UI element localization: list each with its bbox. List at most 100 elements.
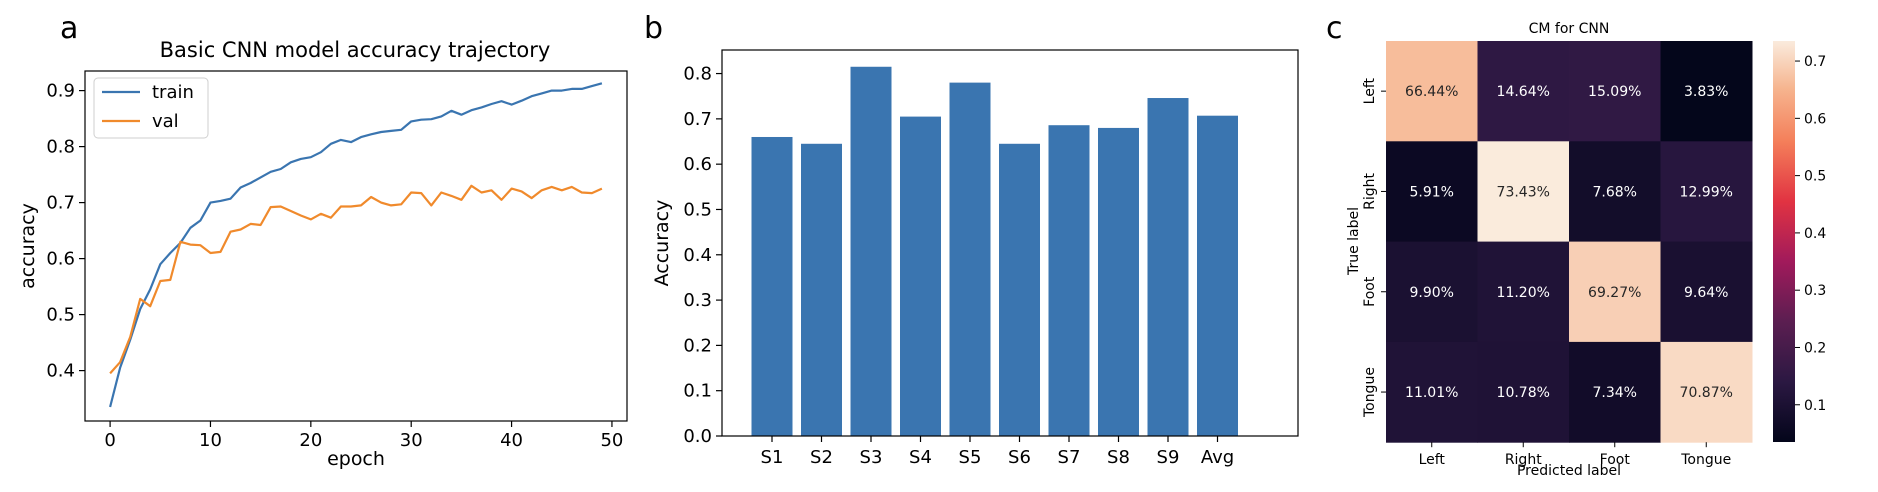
- heatmap-cell-label: 11.01%: [1405, 385, 1458, 401]
- heatmap-cell-label: 7.34%: [1593, 385, 1637, 401]
- y-tick-label: Tongue: [1362, 367, 1378, 418]
- y-tick-label: 0.4: [46, 361, 75, 382]
- bar-Avg: [1197, 115, 1238, 436]
- colorbar-tick-label: 0.2: [1804, 340, 1826, 356]
- x-tick-label: 20: [299, 430, 322, 451]
- line-chart-legend: train val: [93, 77, 209, 139]
- bar-S3: [850, 66, 892, 436]
- y-tick-label: 0.7: [46, 193, 75, 214]
- bar-S8: [1098, 127, 1139, 437]
- heatmap-cell-label: 9.64%: [1684, 285, 1728, 301]
- colorbar-tick-label: 0.6: [1804, 111, 1826, 127]
- series-line-train: [109, 82, 603, 408]
- heatmap-title: CM for CNN: [1529, 21, 1610, 37]
- y-tick-label: 0.1: [683, 381, 712, 402]
- heatmap-cell: [1569, 241, 1661, 343]
- panel-letter-c: c: [1326, 11, 1343, 46]
- bar-S6: [999, 143, 1040, 437]
- bar-S7: [1048, 125, 1090, 436]
- colorbar-tick-label: 0.7: [1804, 54, 1826, 70]
- heatmap-cell: [1660, 41, 1753, 142]
- heatmap-panel: CM for CNN 66.44% 14.64% 15.09% 3.83% 5.91% 7…: [1346, 21, 1826, 479]
- heatmap-cell: [1660, 341, 1753, 443]
- heatmap-cell: [1386, 141, 1478, 243]
- heatmap-ylabel: True label: [1346, 207, 1362, 276]
- colorbar-tick-label: 0.1: [1804, 398, 1826, 414]
- x-tick-label: Avg: [1201, 447, 1234, 468]
- y-tick-label: 0.5: [46, 305, 75, 326]
- x-tick-label: 10: [199, 430, 222, 451]
- y-tick-label: 0.9: [46, 81, 75, 102]
- x-tick-label: S3: [860, 447, 883, 468]
- legend-label-val: val: [152, 111, 179, 132]
- heatmap-xlabel: Predicted label: [1517, 463, 1621, 479]
- line-chart-xlabel: epoch: [327, 448, 385, 470]
- heatmap-cell: [1660, 241, 1753, 343]
- line-chart-ticks: 0 10 20 30 40 50 0.4 0.5 0.6 0.7 0.8 0.9: [46, 81, 623, 451]
- y-tick-label: Left: [1362, 77, 1378, 104]
- heatmap-cell-label: 15.09%: [1588, 84, 1641, 100]
- heatmap-cells: 66.44% 14.64% 15.09% 3.83% 5.91% 73.43% 7.68% 1…: [1386, 41, 1753, 443]
- bar-chart-frame: [721, 49, 1299, 437]
- y-tick-label: 0.6: [683, 154, 712, 175]
- x-tick-label: 50: [600, 430, 623, 451]
- colorbar: [1773, 41, 1795, 442]
- y-tick-label: 0.6: [46, 249, 75, 270]
- bar-S2: [801, 143, 842, 437]
- line-chart-ylabel: accuracy: [17, 203, 39, 289]
- x-tick-label: Foot: [1600, 452, 1631, 468]
- panel-letter-b: b: [644, 11, 663, 46]
- x-tick-label: S4: [909, 447, 932, 468]
- line-chart-marks: [109, 82, 603, 408]
- y-tick-label: 0.7: [683, 109, 712, 130]
- y-tick-label: 0.0: [683, 426, 712, 447]
- x-tick-label: 30: [400, 430, 423, 451]
- legend-label-train: train: [152, 82, 194, 103]
- line-chart-panel: Basic CNN model accuracy trajectory 0 10 2…: [17, 38, 628, 470]
- series-line-val: [109, 184, 603, 375]
- bar-S4: [900, 116, 941, 436]
- x-tick-label: S9: [1157, 447, 1180, 468]
- colorbar-tick-label: 0.5: [1804, 169, 1826, 185]
- y-tick-label: 0.4: [683, 245, 712, 266]
- bar-S9: [1147, 98, 1189, 437]
- heatmap-cell: [1660, 141, 1753, 243]
- heatmap-cell: [1477, 241, 1570, 343]
- x-tick-label: S5: [959, 447, 982, 468]
- bar-chart-ticks: S1 S2 S3 S4 S5 S6 S7 S8 S9 Avg 0.0 0.1 0.2 0.3 0.4 0.5 0…: [683, 64, 1234, 468]
- colorbar-tick-label: 0.3: [1804, 283, 1826, 299]
- y-tick-label: 0.2: [683, 335, 712, 356]
- heatmap-cell: [1386, 341, 1478, 443]
- x-tick-label: S1: [761, 447, 784, 468]
- heatmap-cell: [1477, 41, 1570, 142]
- bar-S1: [751, 136, 793, 437]
- y-tick-label: 0.3: [683, 290, 712, 311]
- y-tick-label: 0.5: [683, 199, 712, 220]
- y-tick-label: 0.8: [683, 64, 712, 85]
- heatmap-cell: [1477, 141, 1570, 243]
- y-tick-label: Foot: [1362, 276, 1378, 307]
- heatmap-cell-label: 73.43%: [1497, 184, 1550, 200]
- x-tick-label: S6: [1008, 447, 1031, 468]
- heatmap-cell-label: 9.90%: [1410, 285, 1454, 301]
- heatmap-cell-label: 14.64%: [1497, 84, 1550, 100]
- panel-letter-a: a: [60, 11, 78, 46]
- bar-chart-marks: [751, 66, 1238, 437]
- x-tick-label: 0: [104, 430, 115, 451]
- line-chart-title: Basic CNN model accuracy trajectory: [160, 38, 551, 62]
- x-tick-label: S8: [1107, 447, 1130, 468]
- y-tick-label: 0.8: [46, 137, 75, 158]
- heatmap-ticks: Left Right Foot Tongue Left Right Foot Tongue: [1362, 77, 1731, 468]
- bar-chart-panel: S1 S2 S3 S4 S5 S6 S7 S8 S9 Avg 0.0 0.1 0.2 0.3 0.4 0.5 0…: [651, 49, 1299, 468]
- x-tick-label: Right: [1505, 452, 1542, 468]
- heatmap-cell-label: 7.68%: [1593, 184, 1637, 200]
- x-tick-label: S7: [1058, 447, 1081, 468]
- bar-chart-ylabel: Accuracy: [651, 200, 673, 287]
- heatmap-cell: [1569, 341, 1661, 443]
- heatmap-cell: [1569, 141, 1661, 243]
- x-tick-label: Tongue: [1680, 452, 1731, 468]
- x-tick-label: Left: [1419, 452, 1446, 468]
- heatmap-cell: [1386, 241, 1478, 343]
- heatmap-cell-label: 66.44%: [1405, 84, 1458, 100]
